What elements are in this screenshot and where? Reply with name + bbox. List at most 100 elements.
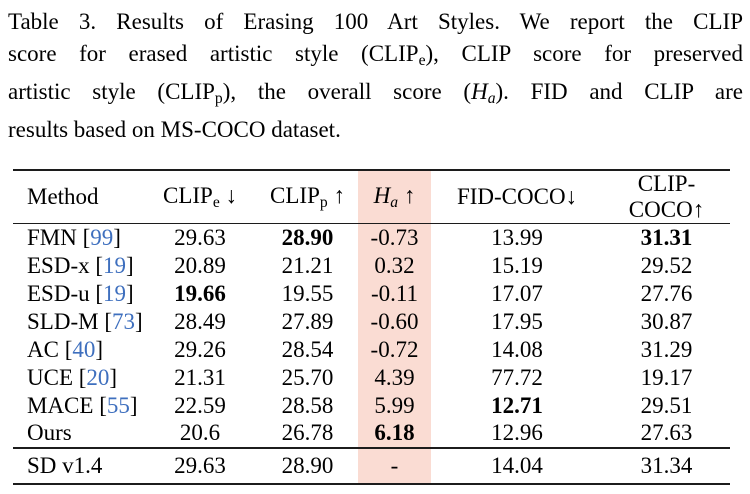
citation-link[interactable]: 40: [72, 336, 96, 362]
text-segment: CLIP-COCO↑: [628, 171, 705, 222]
value-cell-fid-coco: 14.08: [491, 336, 543, 362]
table-row: SLD-M [73] 28.49 27.89 -0.60 17.95 30.87: [13, 307, 730, 336]
table-row: FMN [99] 29.63 28.90 -0.73 13.99 31.31: [13, 223, 730, 252]
value-cell-clip-p: 27.89: [281, 308, 334, 334]
value-cell-clip-e: 20.89: [174, 252, 226, 278]
caption-line: score for erased artistic style (CLIPe),…: [8, 38, 743, 76]
text-segment: ↑: [327, 182, 345, 208]
value-cell-clip-e: 22.59: [174, 392, 226, 418]
value-cell-clip-p: 28.58: [281, 392, 334, 418]
text-segment-sub: p: [319, 193, 328, 211]
value-cell-clip-p: 19.55: [281, 280, 334, 306]
method-name: SD v1.4: [27, 452, 103, 478]
caption-line: results based on MS-COCO dataset.: [8, 114, 743, 146]
value-cell-fid-coco: 17.95: [491, 308, 543, 334]
text-segment-sub: p: [214, 89, 223, 107]
value-cell-ha: 6.18: [358, 419, 431, 448]
table-body: FMN [99] 29.63 28.90 -0.73 13.99 31.31 ESD-x […: [13, 223, 730, 448]
value-cell-clip-e: 29.26: [174, 336, 226, 362]
value-cell-clip-coco: 27.63: [640, 420, 693, 445]
text-segment-italic-sub: a: [390, 193, 399, 211]
table-row: ESD-u [19] 19.66 19.55 -0.11 17.07 27.76: [13, 279, 730, 308]
value-cell-clip-coco: 29.52: [640, 252, 693, 278]
value-cell-fid-coco: 15.19: [491, 252, 543, 278]
citation-link[interactable]: 20: [86, 364, 110, 390]
method-name: FMN: [27, 224, 77, 250]
table-footer: SD v1.4 29.63 28.90- 14.04 31.34: [13, 447, 730, 484]
table-row: UCE [20] 21.31 25.70 4.39 77.72 19.17: [13, 363, 730, 392]
table-row: Ours 20.6 26.78 6.18 12.96 27.63: [13, 419, 730, 448]
value-cell-clip-e: 19.66: [174, 280, 226, 306]
column-header-clip-p: CLIPp ↑: [257, 170, 358, 224]
value-cell-ha: 4.39: [358, 363, 431, 392]
value-cell-fid-coco: 12.71: [491, 392, 543, 418]
value-cell-clip-e: 20.6: [179, 420, 221, 445]
value-cell-clip-p: 21.21: [281, 252, 334, 278]
text-segment-italic-sub: a: [487, 89, 496, 107]
method-name: Ours: [27, 420, 72, 445]
value-cell-ha: -: [358, 447, 431, 484]
value-cell-clip-e: 28.49: [174, 308, 226, 334]
method-cell: Ours: [13, 420, 143, 448]
caption-line: Table 3. Results of Erasing 100 Art Styl…: [8, 6, 743, 38]
column-header-clip-e: CLIPe ↓: [143, 170, 257, 224]
method-name: UCE: [27, 364, 73, 390]
method-name: ESD-x: [27, 252, 90, 278]
citation-link[interactable]: 55: [106, 392, 130, 418]
value-cell-clip-e: 21.31: [174, 364, 226, 390]
text-segment: ↓: [219, 182, 238, 208]
citation-link[interactable]: 19: [103, 280, 127, 306]
value-cell-ha: 5.99: [358, 391, 431, 420]
method-name: AC: [27, 336, 59, 362]
table-row: ESD-x [19] 20.89 21.21 0.32 15.19 29.52: [13, 251, 730, 280]
method-cell: AC [40]: [27, 336, 104, 362]
method-name: SLD-M: [27, 308, 99, 334]
value-cell-clip-p: 26.78: [281, 420, 334, 445]
text-segment: Table 3. Results of Erasing 100 Art Styl…: [8, 9, 743, 34]
text-segment: FID-COCO↓: [456, 184, 578, 209]
value-cell-clip-p: 28.54: [281, 336, 334, 362]
method-cell: ESD-u [19]: [27, 280, 134, 306]
column-header-clip-coco: CLIP-COCO↑: [603, 170, 730, 224]
value-cell-clip-coco: 30.87: [640, 308, 693, 334]
value-cell-clip-coco: 31.34: [640, 452, 693, 478]
text-segment: Method: [27, 184, 99, 209]
value-cell-clip-p: 28.90: [281, 452, 334, 478]
value-cell-clip-coco: 27.76: [640, 280, 693, 306]
text-segment: ↑: [398, 182, 416, 208]
citation-link[interactable]: 19: [103, 252, 127, 278]
method-name: ESD-u: [27, 280, 90, 306]
text-segment: CLIP: [162, 182, 213, 208]
method-cell: SD v1.4: [13, 448, 143, 484]
value-cell-ha: -0.73: [358, 223, 431, 252]
method-cell: SLD-M [73]: [27, 308, 143, 334]
text-segment: ), the overall score (: [222, 78, 472, 104]
value-cell-clip-coco: 19.17: [640, 364, 693, 390]
citation-link[interactable]: 99: [90, 224, 114, 250]
text-segment: ), CLIP score for preserved: [425, 40, 744, 66]
value-cell-clip-p: 28.90: [281, 224, 334, 250]
value-cell-clip-p: 25.70: [281, 364, 334, 390]
table-row: SD v1.4 29.63 28.90- 14.04 31.34: [13, 447, 730, 484]
method-cell: UCE [20]: [27, 364, 118, 390]
table-row: AC [40] 29.26 28.54 -0.72 14.08 31.29: [13, 335, 730, 364]
value-cell-ha: -0.11: [358, 279, 431, 308]
value-cell-ha: -0.72: [358, 335, 431, 364]
text-segment: CLIP: [270, 182, 320, 208]
column-header-method: Method: [13, 170, 143, 224]
results-table: Method CLIPe ↓ CLIPp ↑ Ha ↑ FID-COCO↓ CLIP-CO…: [13, 169, 730, 485]
value-cell-fid-coco: 77.72: [491, 364, 543, 390]
citation-link[interactable]: 73: [111, 308, 135, 334]
value-cell-clip-coco: 31.29: [640, 336, 693, 362]
method-name: MACE: [27, 392, 94, 418]
value-cell-clip-e: 29.63: [174, 224, 226, 250]
text-segment-sub: e: [418, 51, 426, 69]
method-cell: FMN [99]: [27, 224, 121, 250]
value-cell-clip-coco: 31.31: [640, 224, 693, 250]
value-cell-clip-coco: 29.51: [640, 392, 693, 418]
value-cell-ha: 0.32: [358, 251, 431, 280]
value-cell-ha: -0.60: [358, 307, 431, 336]
column-header-ha: Ha ↑: [358, 170, 431, 224]
header-row: Method CLIPe ↓ CLIPp ↑ Ha ↑ FID-COCO↓ CLIP-CO…: [13, 170, 730, 224]
